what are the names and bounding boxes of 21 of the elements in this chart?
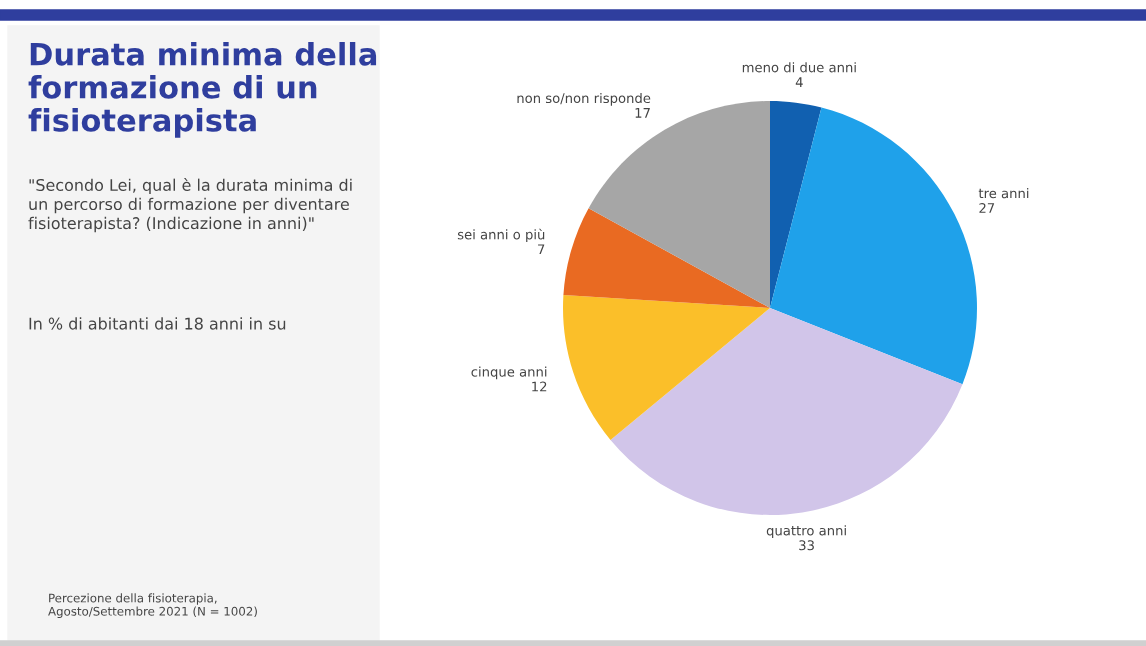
pie-slice (610, 308, 963, 515)
text: Durata minima della formazione di un fisioterapista (28, 42, 377, 138)
pie-slice (770, 107, 977, 385)
pie-slice (563, 295, 770, 440)
slice-label: meno di due anni (742, 62, 856, 73)
data-label: 4 (795, 77, 803, 87)
pie-slice (770, 101, 822, 308)
text: "Secondo Lei, qual è la durata minima di un percorso di formazione per diventare fisioterapista? (Indicazione in anni)" (28, 178, 352, 233)
text: In % di abitanti dai 18 anni in su (29, 317, 286, 330)
data-label: 12 (532, 381, 547, 392)
data-label: 17 (635, 108, 650, 118)
text: Percezione della fisioterapia, Agosto/Settembre 2021 (N = 1002) (48, 593, 257, 618)
slice-label: cinque anni (471, 366, 547, 380)
slice-label: non so/non risponde (517, 92, 651, 106)
slice-label: quattro anni (766, 525, 846, 539)
data-label: 33 (799, 540, 814, 551)
data-label: 27 (979, 203, 995, 213)
data-label: 7 (538, 244, 545, 255)
slice-label: tre anni (978, 188, 1029, 199)
slice-label: sei anni o più (457, 228, 545, 242)
pie-slice (563, 208, 770, 308)
